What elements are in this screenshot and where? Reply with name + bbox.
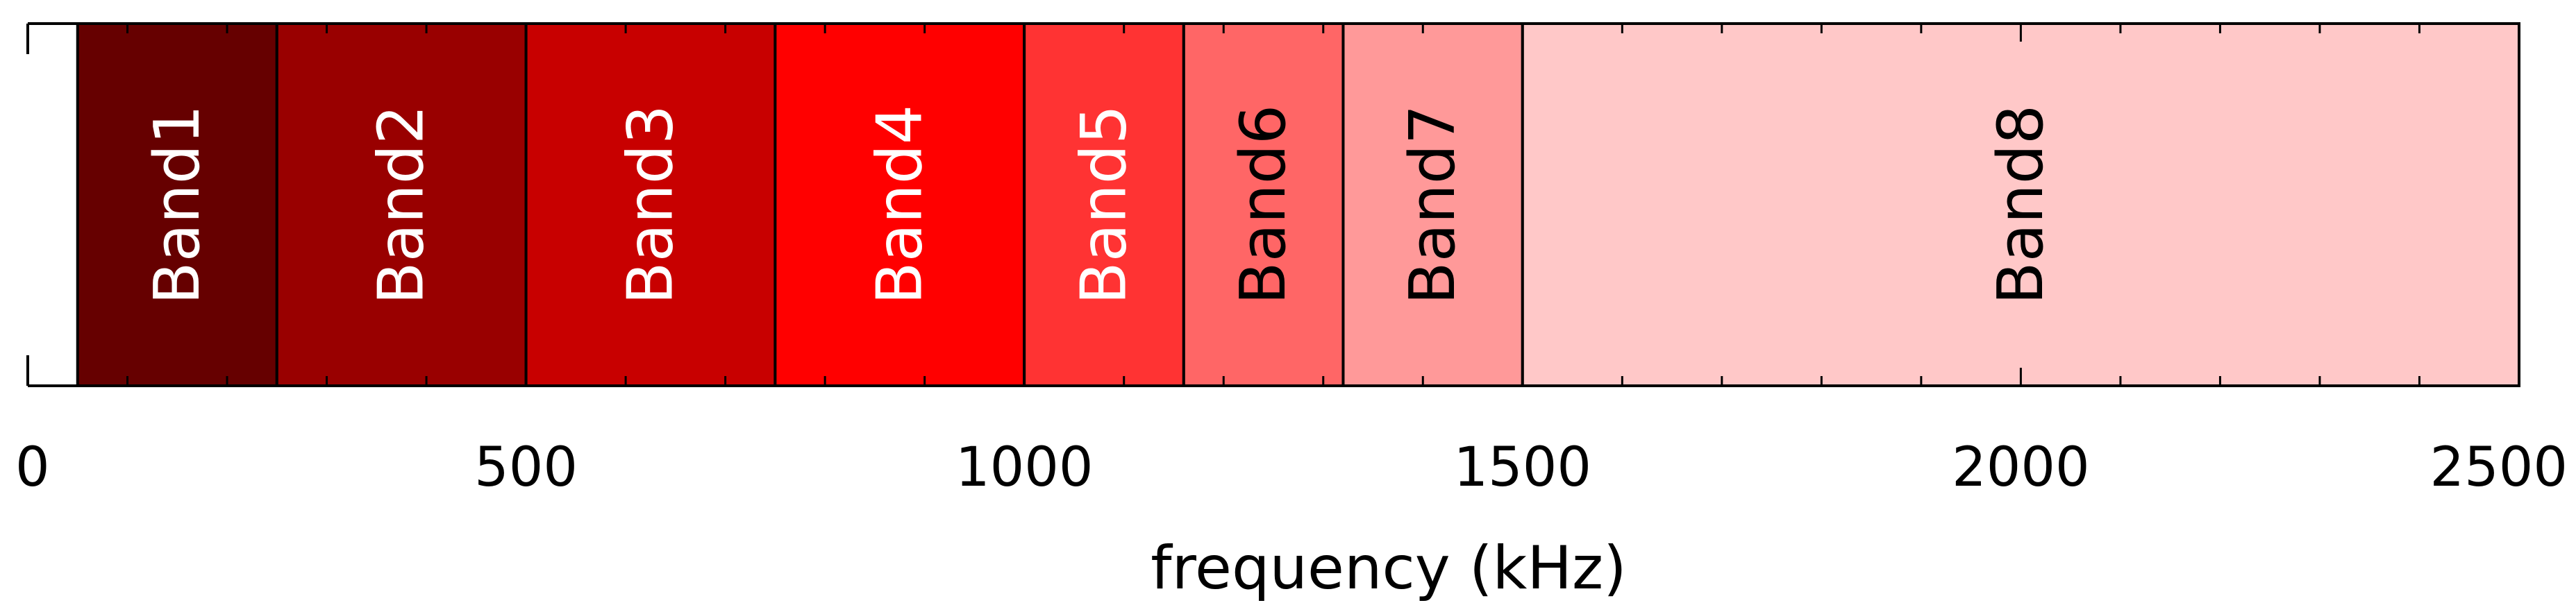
x-tick-label-0: 0	[15, 436, 50, 499]
band-1-bar	[76, 22, 278, 387]
x-tick-label-1500: 1500	[1454, 436, 1592, 499]
band-7-label: Band7	[1396, 105, 1469, 305]
band-4-bar	[773, 22, 1026, 387]
band-4-label: Band4	[863, 105, 936, 305]
x-tick-label-2000: 2000	[1952, 436, 2090, 499]
band-8-bar	[1521, 22, 2520, 387]
x-tick-label-500: 500	[474, 436, 578, 499]
band-2-label: Band2	[365, 105, 438, 305]
bands-layer: Band1 Band2 Band3 Band4 Band5 Band6 Band7 Band8	[76, 22, 2520, 387]
x-axis-title: frequency (kHz)	[1151, 534, 1626, 603]
band-5-bar	[1023, 22, 1185, 387]
ticks-layer	[26, 24, 2520, 386]
band-6-bar	[1182, 22, 1345, 387]
band-3-label: Band3	[614, 105, 687, 305]
band-6-label: Band6	[1227, 105, 1300, 305]
tick-labels-layer: 0 500 1000 1500 2000 2500	[15, 436, 2568, 499]
band-8-label: Band8	[1984, 105, 2057, 305]
x-tick-label-1000: 1000	[955, 436, 1094, 499]
band-5-label: Band5	[1068, 105, 1141, 305]
band-2-bar	[275, 22, 528, 387]
band-1-label: Band1	[141, 105, 214, 305]
x-tick-label-2500: 2500	[2429, 436, 2568, 499]
